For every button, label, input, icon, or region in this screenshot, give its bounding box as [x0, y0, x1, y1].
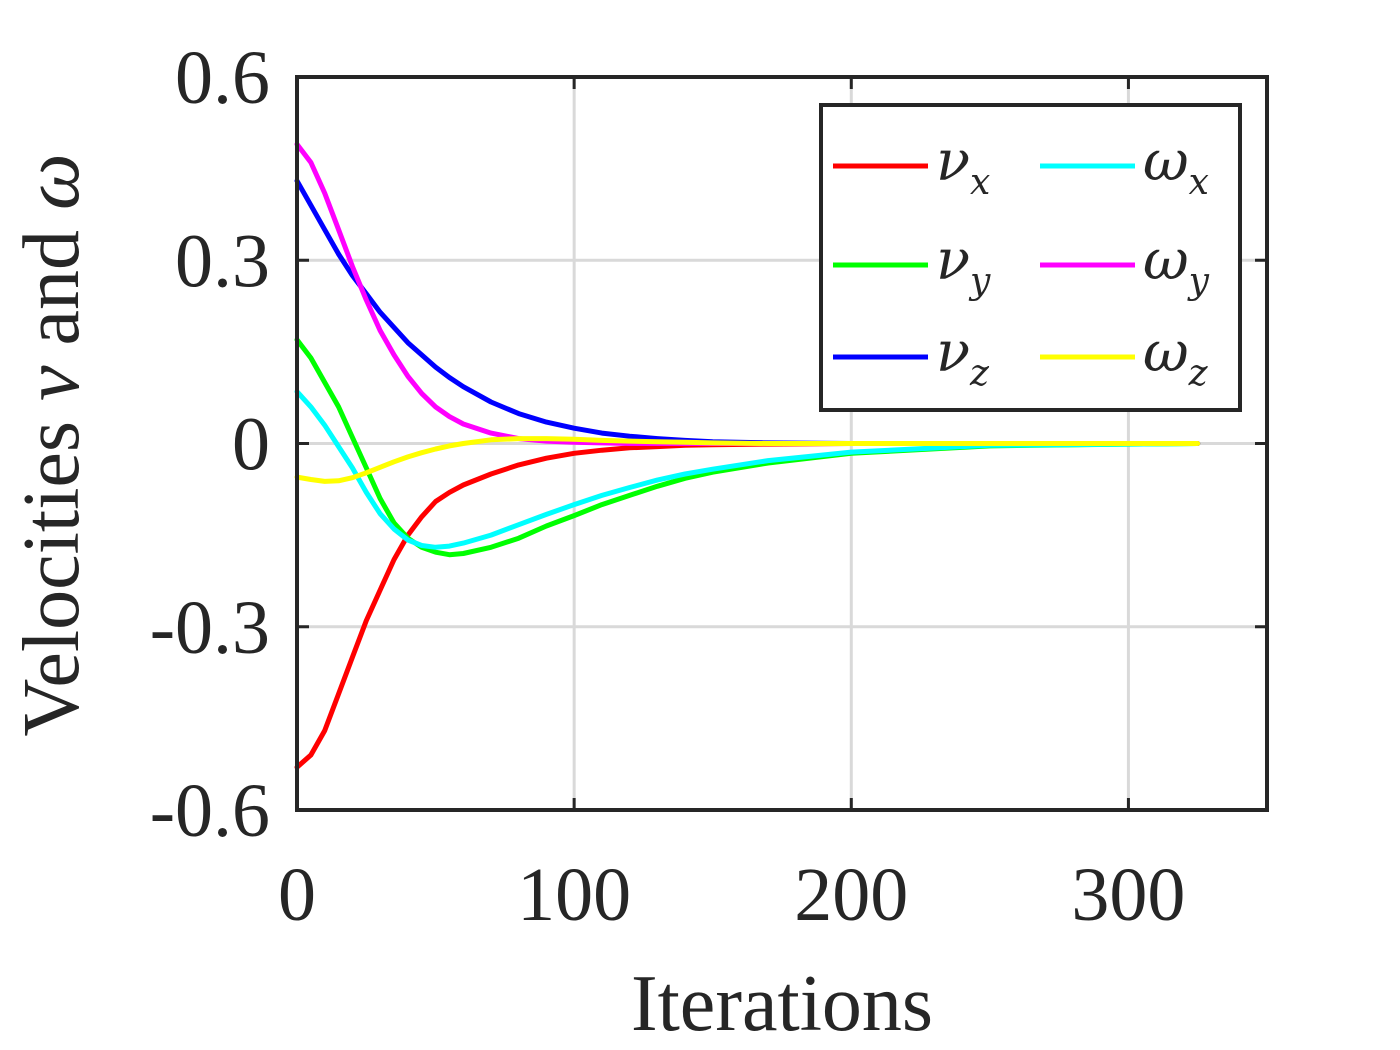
y-axis-label: Velocities ν and ω — [8, 154, 96, 737]
y-tick-label: -0.3 — [150, 586, 270, 670]
y-axis-label-omega: ω — [8, 154, 96, 210]
y-tick-label: 0.3 — [175, 219, 270, 303]
series-layer — [294, 141, 1201, 770]
legend-label: ωx — [1143, 129, 1209, 203]
legend-subscript: z — [1188, 353, 1209, 394]
legend-symbol: ν — [936, 129, 970, 194]
legend-subscript: z — [969, 353, 990, 394]
legend-symbol: ω — [1143, 228, 1189, 293]
legend-label: νy — [936, 228, 991, 302]
legend-label: νx — [936, 129, 990, 203]
y-axis-label-prefix: Velocities — [8, 401, 96, 736]
y-tick-label: 0.6 — [175, 36, 270, 120]
legend-symbol: ν — [936, 228, 970, 293]
legend-subscript: y — [968, 261, 991, 302]
legend-subscript: x — [970, 162, 990, 203]
legend-label: νz — [936, 320, 990, 394]
ticks-layer: 0 100 200 300 -0.6 -0.3 0 0.3 0.6 — [150, 36, 1267, 937]
legend-label: ωz — [1143, 320, 1209, 394]
x-tick-label: 200 — [794, 853, 908, 937]
series-line-nu-y — [294, 337, 1201, 558]
x-tick-label: 300 — [1071, 853, 1185, 937]
legend-subscript: x — [1189, 162, 1209, 203]
legend-symbol: ω — [1143, 320, 1189, 385]
x-axis-label: Iterations — [631, 960, 933, 1048]
series-line-omega-z — [294, 436, 1201, 484]
y-axis-label-nu: ν — [8, 365, 96, 401]
legend-label: ωy — [1143, 228, 1210, 302]
y-tick-label: 0 — [232, 403, 270, 487]
x-tick-label: 0 — [278, 853, 316, 937]
legend-symbol: ν — [936, 320, 970, 385]
y-axis-label-mid: and — [8, 210, 96, 366]
x-tick-label: 100 — [517, 853, 631, 937]
y-tick-label: -0.6 — [150, 769, 270, 853]
legend-subscript: y — [1187, 261, 1210, 302]
legend-symbol: ω — [1143, 129, 1189, 194]
